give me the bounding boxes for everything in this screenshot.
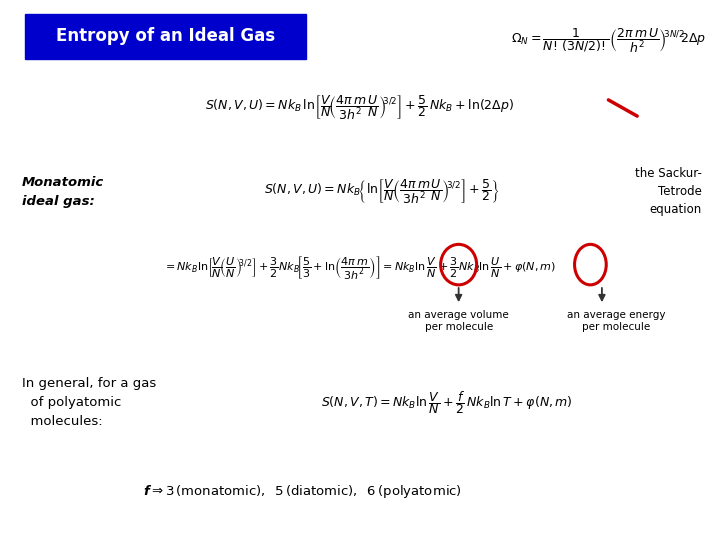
Text: $S(N,V,T)= N k_B\ln\dfrac{V}{N}+\dfrac{f}{2}\,N k_B\ln T+\varphi(N,m)$: $S(N,V,T)= N k_B\ln\dfrac{V}{N}+\dfrac{f… <box>320 389 572 416</box>
Text: $\boldsymbol{f}\Rightarrow 3\,\mathrm{(monatomic)},\;\;5\,\mathrm{(diatomic)},\;: $\boldsymbol{f}\Rightarrow 3\,\mathrm{(m… <box>143 483 462 500</box>
Text: an average volume
per molecule: an average volume per molecule <box>408 310 509 332</box>
FancyBboxPatch shape <box>25 14 306 59</box>
Text: the Sackur-
Tetrode
equation: the Sackur- Tetrode equation <box>635 167 702 216</box>
Text: $S(N,V,U)= N k_B\,\ln\!\left[\dfrac{V}{N}\!\left(\dfrac{4\pi\, m}{3h^2}\dfrac{U}: $S(N,V,U)= N k_B\,\ln\!\left[\dfrac{V}{N… <box>205 94 515 122</box>
Text: $S(N,V,U)= N k_B\!\left\{\ln\!\left[\dfrac{V}{N}\!\left(\dfrac{4\pi\, m}{3h^2}\d: $S(N,V,U)= N k_B\!\left\{\ln\!\left[\dfr… <box>264 178 500 206</box>
Text: $\Omega_N = \dfrac{1}{N!\,(3N/2)!}\left(\dfrac{2\pi\, m\, U}{h^2}\right)^{\!\!3N: $\Omega_N = \dfrac{1}{N!\,(3N/2)!}\left(… <box>510 26 706 55</box>
Text: Monatomic
ideal gas:: Monatomic ideal gas: <box>22 176 104 208</box>
Text: Entropy of an Ideal Gas: Entropy of an Ideal Gas <box>56 28 275 45</box>
Text: an average energy
per molecule: an average energy per molecule <box>567 310 665 332</box>
Text: In general, for a gas
  of polyatomic
  molecules:: In general, for a gas of polyatomic mole… <box>22 377 156 428</box>
Text: $= N k_B\ln\!\left[\dfrac{V}{N}\!\left(\dfrac{U}{N}\right)^{\!\!3/2}\right]+\dfr: $= N k_B\ln\!\left[\dfrac{V}{N}\!\left(\… <box>163 254 557 281</box>
